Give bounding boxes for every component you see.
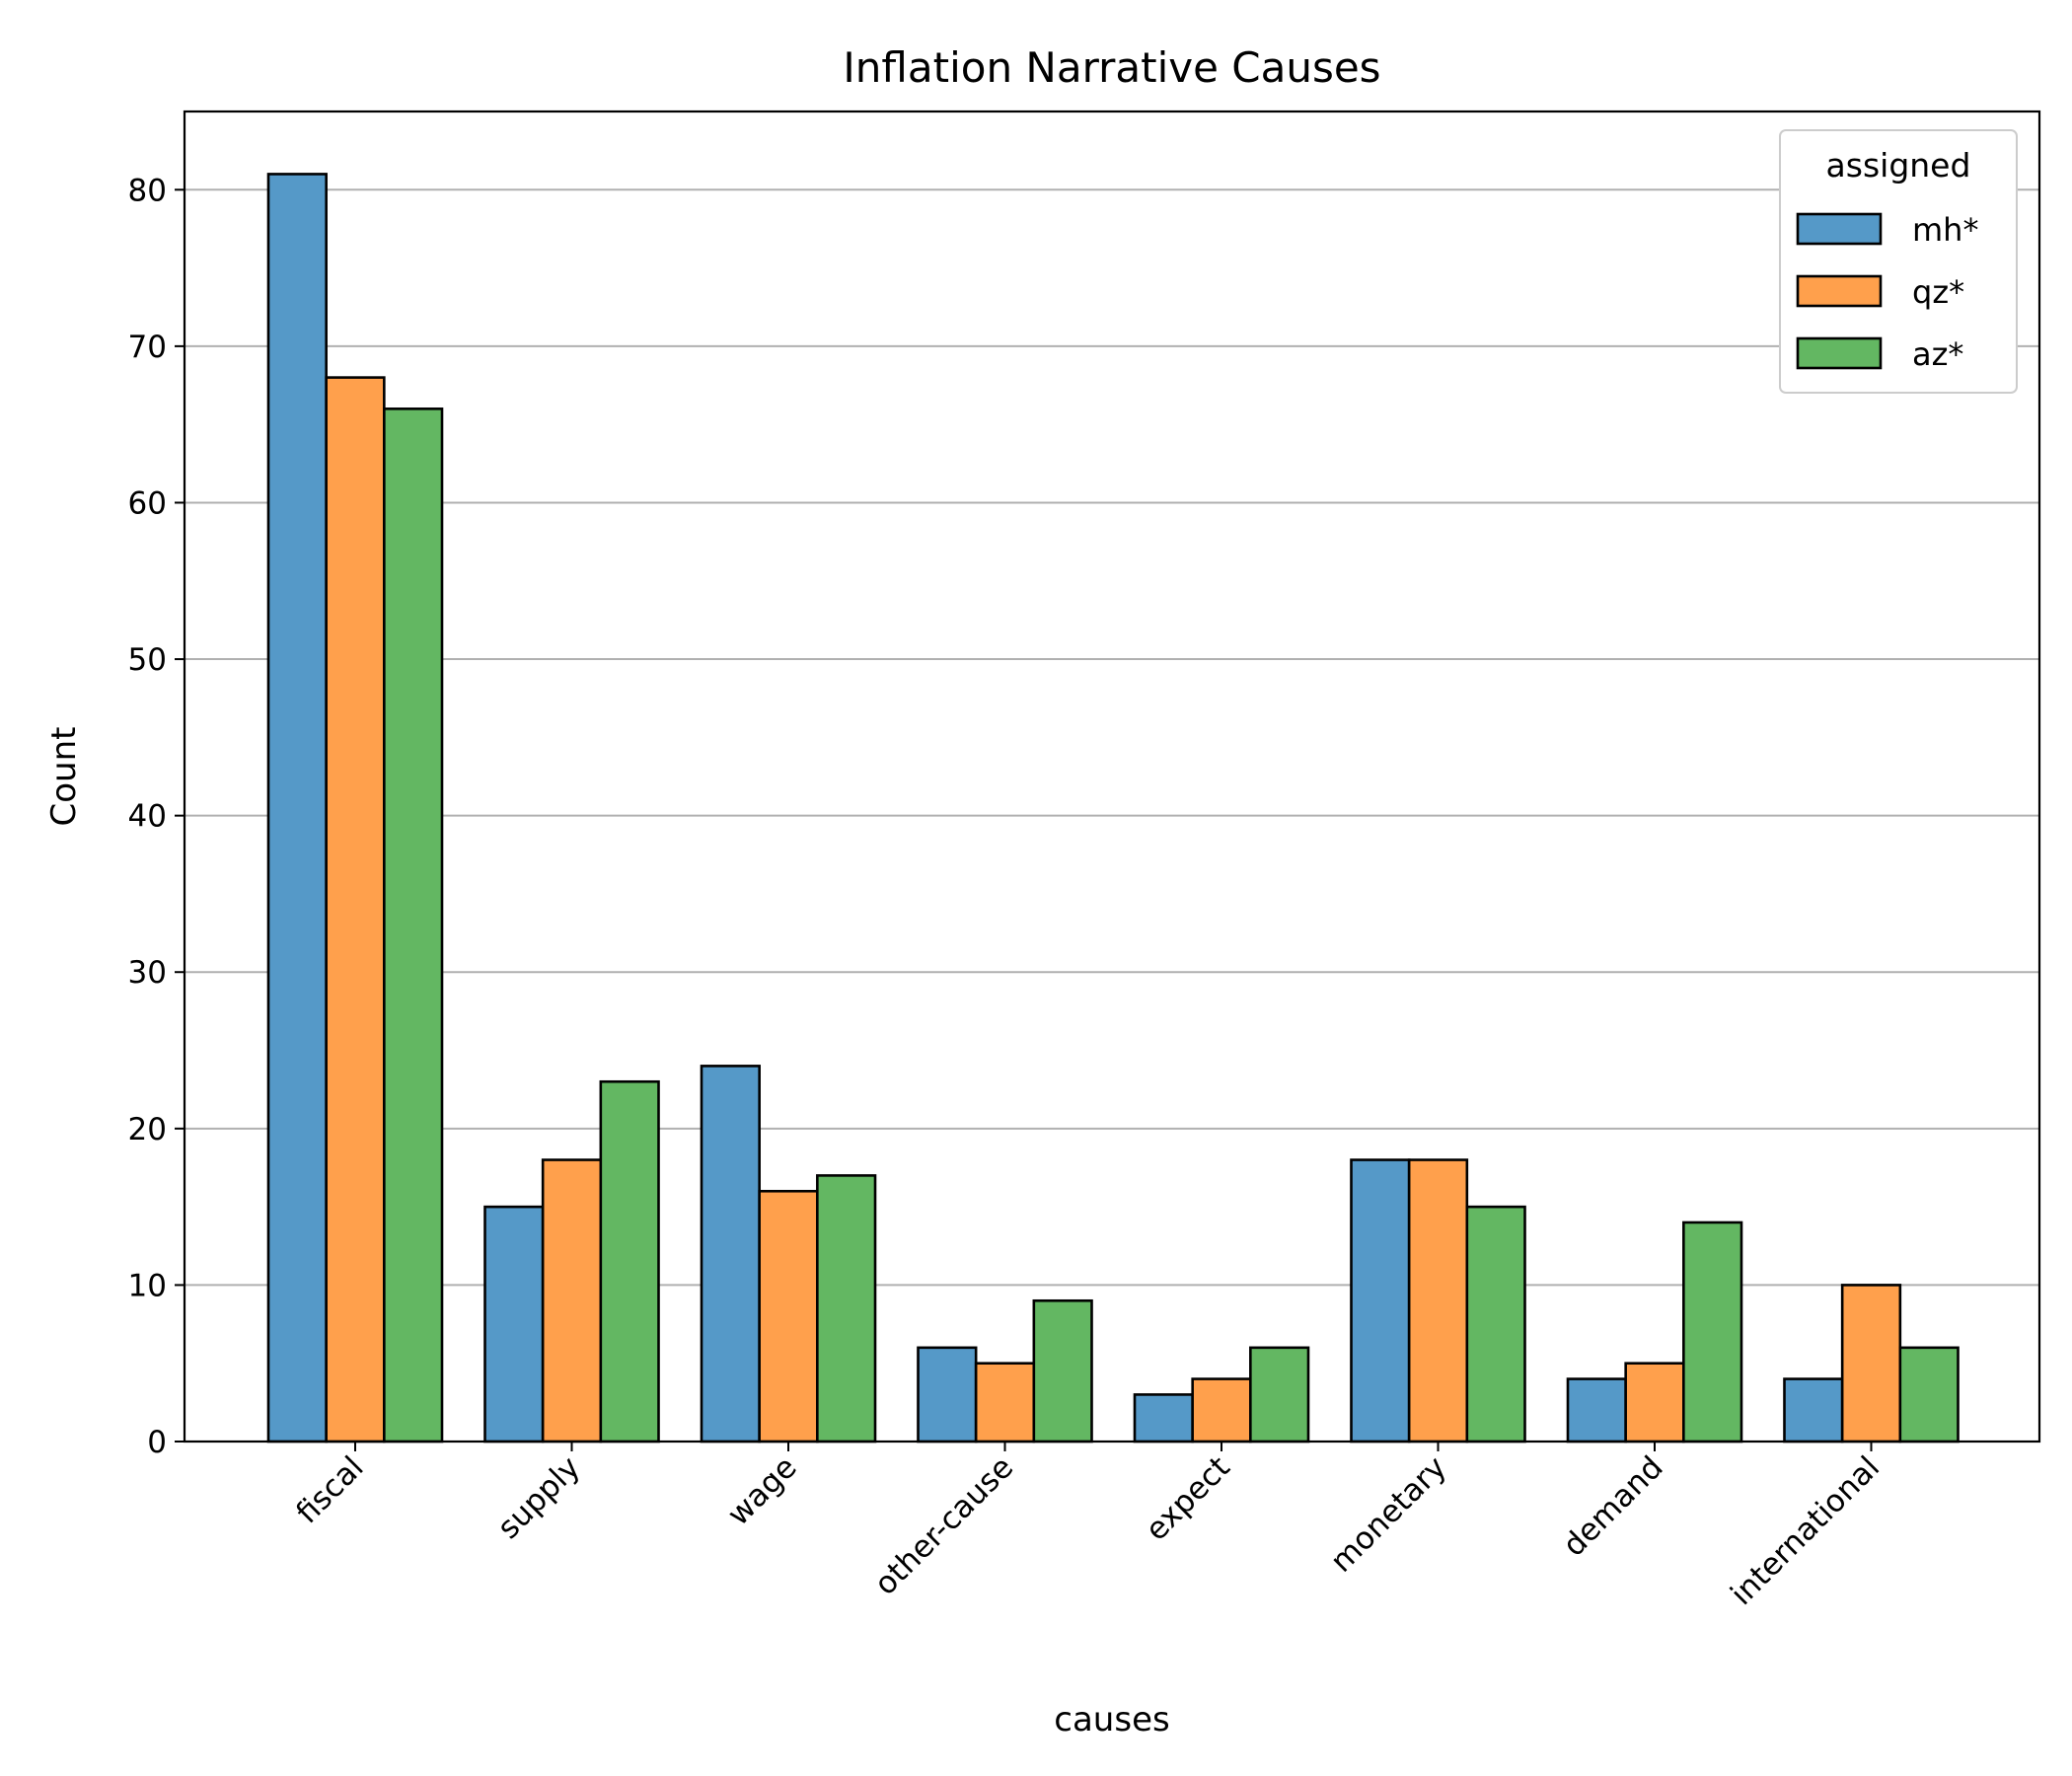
bar-wage-qz (758, 1189, 819, 1443)
bar-international-qz (1840, 1284, 1902, 1443)
legend-swatch (1796, 336, 1883, 370)
x-axis-label: causes (1054, 1700, 1169, 1739)
bar-international-mh (1783, 1377, 1844, 1443)
bar-wage-az (816, 1174, 877, 1443)
bar-other-cause-az (1032, 1298, 1093, 1443)
chart-title: Inflation Narrative Causes (843, 43, 1380, 92)
bar-demand-az (1682, 1221, 1743, 1443)
bar-fiscal-qz (325, 376, 386, 1443)
y-tick-label: 60 (128, 485, 167, 521)
bar-wage-mh (700, 1065, 761, 1443)
legend-label: mh* (1912, 211, 1978, 249)
legend-label: az* (1912, 335, 1963, 373)
bar-supply-qz (541, 1158, 603, 1443)
legend-items: mh* qz* az* (1796, 211, 1978, 373)
y-axis-ticks: 0 10 20 30 40 50 60 70 80 (128, 173, 185, 1460)
bar-demand-qz (1624, 1362, 1685, 1443)
bar-international-az (1898, 1346, 1960, 1443)
bar-other-cause-qz (974, 1362, 1036, 1443)
bar-monetary-az (1465, 1205, 1526, 1443)
y-tick-label: 0 (147, 1425, 167, 1460)
bar-supply-az (599, 1079, 660, 1443)
y-tick-label: 70 (128, 330, 167, 365)
y-axis-label: Count (44, 727, 84, 827)
bar-expect-qz (1191, 1377, 1252, 1443)
bar-expect-mh (1133, 1393, 1194, 1443)
y-tick-label: 30 (128, 955, 167, 991)
bar-monetary-qz (1407, 1158, 1469, 1443)
y-tick-label: 40 (128, 799, 167, 835)
legend-title: assigned (1826, 146, 1971, 185)
y-tick-label: 80 (128, 173, 167, 208)
bar-supply-mh (483, 1205, 545, 1443)
legend-box (1779, 129, 2018, 394)
bar-expect-az (1249, 1346, 1310, 1443)
bar-fiscal-mh (266, 173, 328, 1443)
y-tick-label: 20 (128, 1112, 167, 1147)
legend: assigned mh* qz* az* (1779, 129, 2018, 394)
bars (266, 173, 1960, 1443)
plot-frame (183, 110, 2041, 1443)
bar-fiscal-az (383, 407, 444, 1443)
legend-swatch (1796, 212, 1883, 246)
y-tick-label: 10 (128, 1268, 167, 1303)
legend-label: qz* (1912, 273, 1964, 311)
bar-other-cause-mh (917, 1346, 978, 1443)
bar-demand-mh (1566, 1377, 1627, 1443)
legend-swatch (1796, 274, 1883, 308)
y-tick-label: 50 (128, 642, 167, 678)
bar-monetary-mh (1350, 1158, 1411, 1443)
